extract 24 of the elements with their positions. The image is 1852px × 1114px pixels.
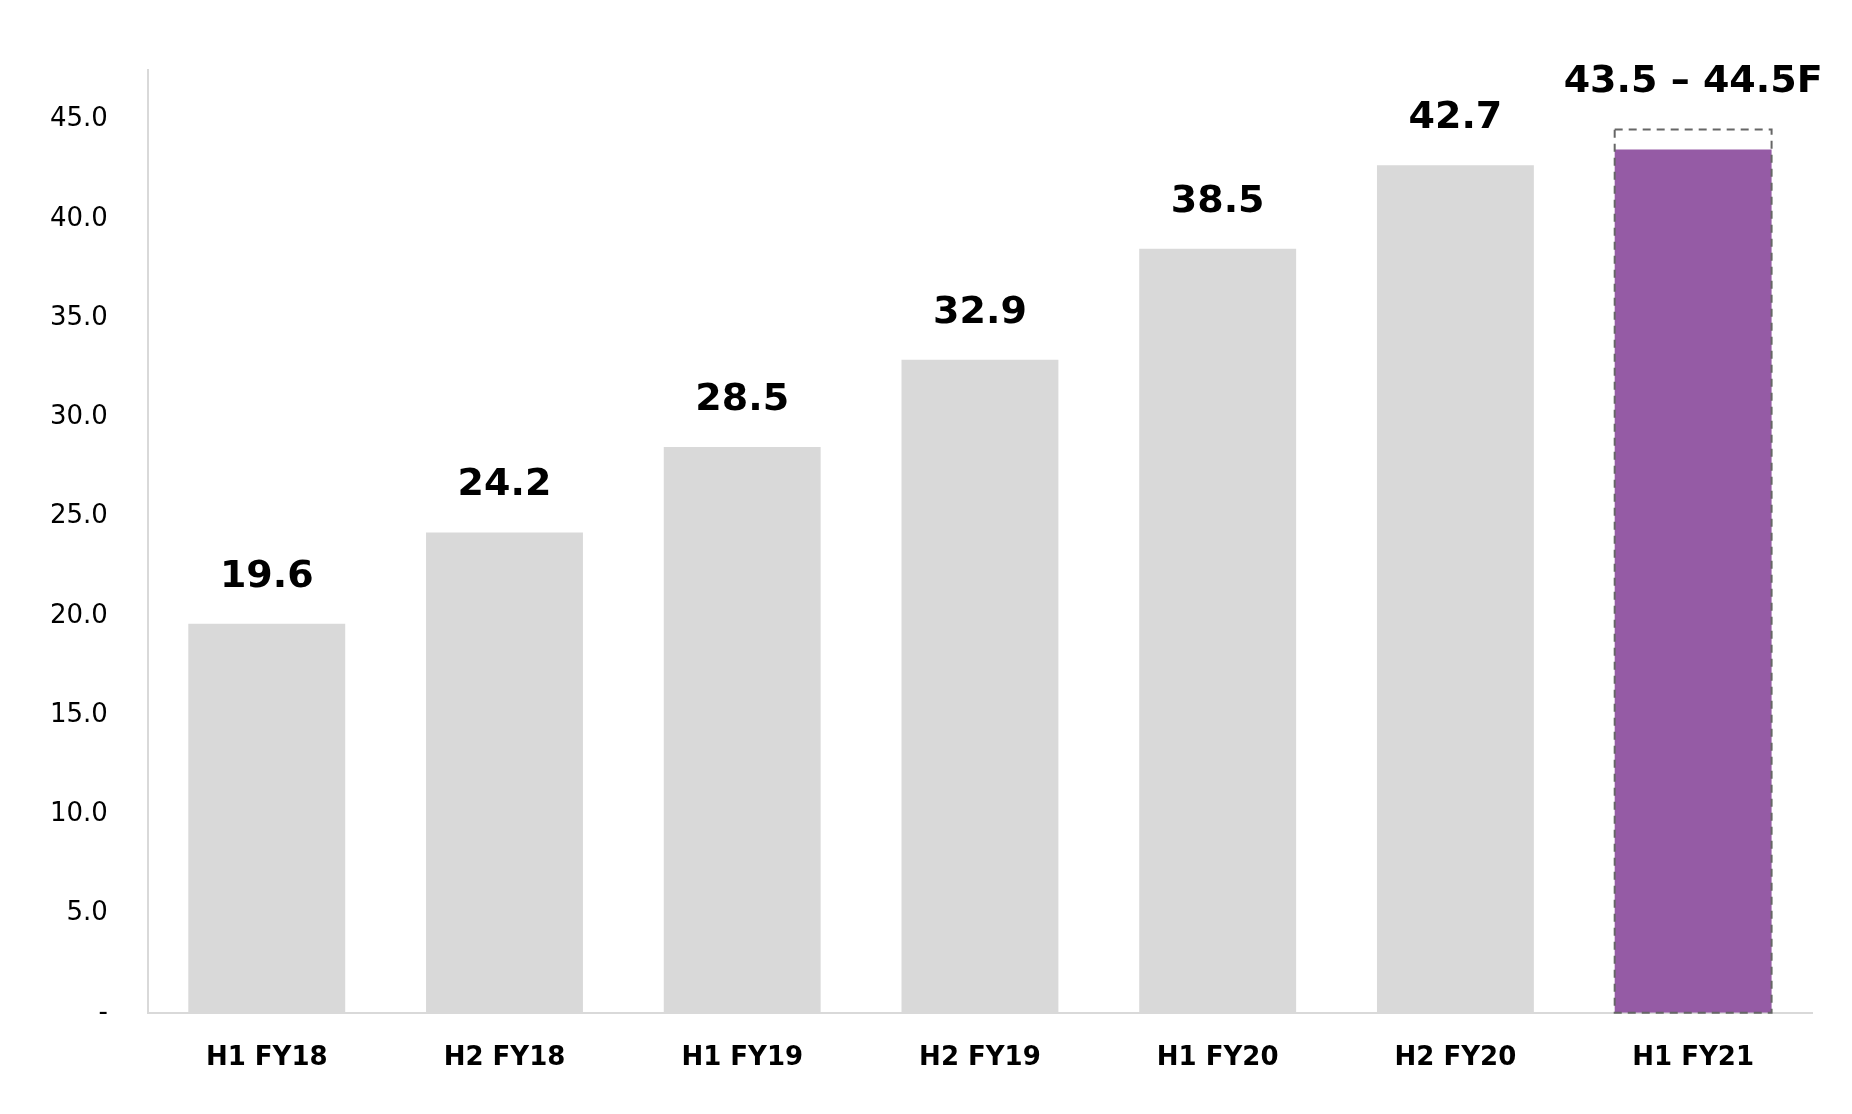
x-tick-label: H2 FY18: [443, 1041, 566, 1072]
x-tick-label: H2 FY19: [919, 1041, 1041, 1072]
x-tick-label: H1 FY19: [681, 1041, 804, 1072]
x-tick-label: H1 FY20: [1156, 1041, 1279, 1072]
y-tick-label: -: [98, 995, 108, 1026]
y-tick-label: 25.0: [50, 499, 108, 530]
data-label: 24.2: [457, 460, 552, 505]
x-tick-label: H2 FY20: [1394, 1041, 1517, 1072]
y-tick-label: 10.0: [50, 797, 108, 828]
data-label: 42.7: [1408, 93, 1503, 138]
x-tick-label: H1 FY18: [205, 1041, 328, 1072]
y-tick-label: 30.0: [50, 400, 108, 431]
y-tick-label: 5.0: [66, 896, 108, 927]
y-tick-label: 40.0: [50, 201, 108, 232]
data-label: 19.6: [219, 551, 314, 596]
data-label: 28.5: [695, 374, 790, 419]
data-label: 43.5 – 44.5F: [1563, 57, 1823, 102]
y-tick-label: 20.0: [50, 598, 108, 629]
x-tick-label: H1 FY21: [1632, 1041, 1754, 1072]
y-tick-label: 15.0: [50, 697, 108, 728]
data-label: 38.5: [1170, 176, 1265, 221]
y-tick-label: 35.0: [50, 300, 108, 331]
y-tick-label: 45.0: [50, 102, 108, 133]
data-label: 32.9: [933, 287, 1027, 332]
